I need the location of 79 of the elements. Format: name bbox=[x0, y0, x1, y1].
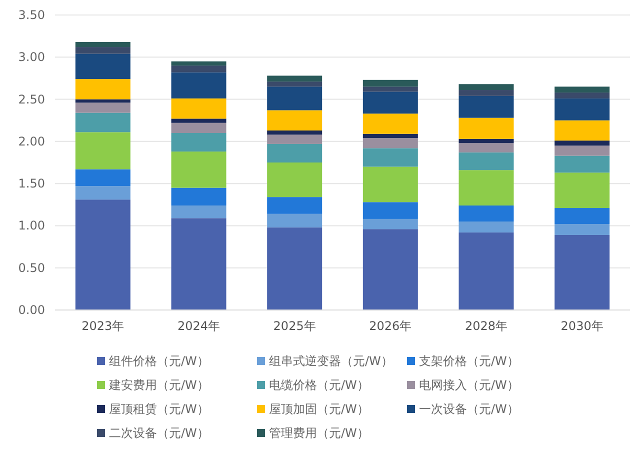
bar bbox=[75, 186, 130, 200]
y-tick-label: 2.00 bbox=[18, 134, 45, 148]
bar bbox=[267, 162, 322, 198]
y-tick-label: 3.50 bbox=[18, 8, 45, 22]
x-tick-label: 2030年 bbox=[560, 319, 604, 333]
bar bbox=[362, 92, 418, 114]
bar bbox=[362, 218, 418, 230]
y-tick-label: 0.00 bbox=[18, 303, 45, 317]
x-tick-label: 2025年 bbox=[273, 319, 316, 333]
y-tick-label: 1.50 bbox=[18, 176, 45, 191]
bar bbox=[267, 82, 322, 87]
bar bbox=[171, 205, 226, 218]
bar bbox=[554, 98, 610, 120]
bar bbox=[75, 200, 130, 310]
bar bbox=[171, 66, 226, 72]
bar bbox=[458, 143, 514, 152]
bar bbox=[554, 140, 610, 146]
bar bbox=[171, 98, 226, 119]
bar bbox=[75, 102, 130, 113]
y-tick-label: 0.50 bbox=[18, 260, 45, 275]
bar bbox=[458, 205, 514, 222]
bar bbox=[554, 92, 610, 98]
bar bbox=[458, 222, 514, 232]
bar bbox=[362, 229, 418, 310]
bar bbox=[458, 152, 514, 170]
bar bbox=[267, 76, 322, 82]
bar bbox=[554, 224, 610, 235]
x-tick-label: 2023年 bbox=[82, 319, 124, 333]
bar bbox=[267, 197, 322, 214]
bar bbox=[75, 169, 130, 186]
bar bbox=[75, 132, 130, 170]
bar bbox=[267, 86, 322, 110]
bar bbox=[458, 170, 514, 206]
bar bbox=[554, 208, 610, 224]
y-tick-label: 2.50 bbox=[18, 92, 45, 106]
bar bbox=[171, 188, 226, 206]
bar bbox=[171, 118, 226, 123]
bar bbox=[554, 86, 610, 93]
bar bbox=[75, 42, 130, 48]
bar bbox=[75, 79, 130, 100]
bar bbox=[267, 110, 322, 130]
y-tick-label: 3.00 bbox=[18, 50, 45, 64]
bar bbox=[458, 232, 514, 310]
bar bbox=[362, 86, 418, 92]
x-tick-label: 2024年 bbox=[177, 319, 220, 333]
bar bbox=[458, 84, 514, 90]
bar bbox=[362, 114, 418, 134]
bar bbox=[171, 133, 226, 152]
bar bbox=[75, 112, 130, 132]
x-tick-label: 2026年 bbox=[369, 319, 412, 333]
bar bbox=[362, 166, 418, 202]
bar bbox=[554, 234, 610, 310]
bar bbox=[267, 214, 322, 228]
bar bbox=[362, 138, 418, 148]
bar bbox=[458, 90, 514, 96]
bar bbox=[554, 156, 610, 173]
bar bbox=[362, 148, 418, 167]
bar bbox=[171, 152, 226, 188]
bar bbox=[75, 54, 130, 80]
bar bbox=[458, 138, 514, 144]
bar bbox=[171, 218, 226, 310]
bar bbox=[554, 146, 610, 156]
bar bbox=[267, 144, 322, 162]
y-tick-label: 1.00 bbox=[18, 218, 45, 233]
bar bbox=[458, 96, 514, 118]
bar bbox=[554, 172, 610, 208]
bar bbox=[267, 227, 322, 310]
x-tick-label: 2028年 bbox=[464, 319, 508, 333]
bar bbox=[362, 202, 418, 219]
bar bbox=[75, 47, 130, 54]
bar bbox=[171, 122, 226, 133]
bar bbox=[171, 72, 226, 98]
bar bbox=[267, 134, 322, 144]
bar bbox=[171, 61, 226, 66]
bar bbox=[362, 80, 418, 87]
bar bbox=[554, 120, 610, 141]
bar bbox=[362, 134, 418, 138]
bar bbox=[267, 130, 322, 135]
bar bbox=[458, 118, 514, 139]
